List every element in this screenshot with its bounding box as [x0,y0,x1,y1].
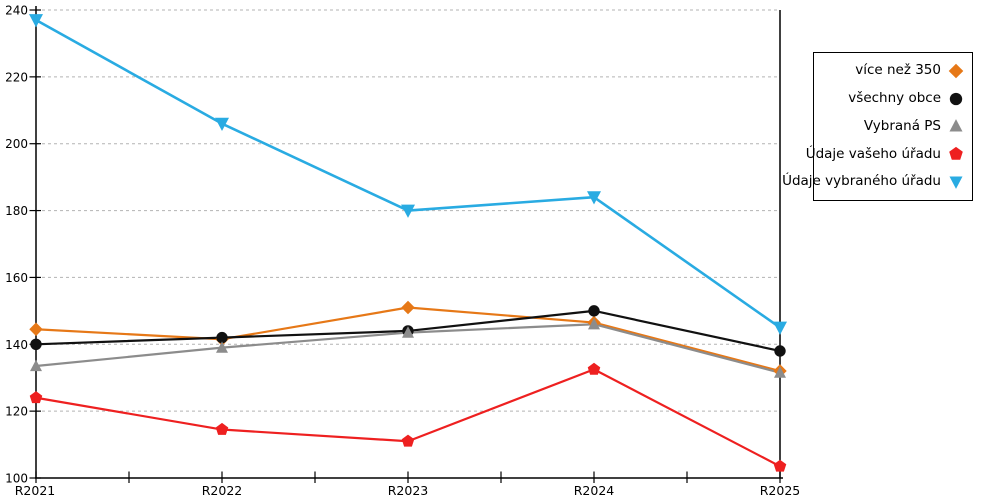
x-tick-label: R2022 [202,483,243,498]
y-tick-label: 100 [5,472,28,486]
x-tick-label: R2025 [760,483,801,498]
x-tick-label: R2024 [574,483,615,498]
pentagon-marker-icon [949,147,963,161]
legend-label: všechny obce [848,89,941,106]
triangle-up-marker-icon [949,119,963,133]
series-line [34,18,782,329]
pentagon-marker-icon [587,362,601,375]
legend-label: více než 350 [855,62,941,79]
series-markers [29,300,787,378]
circle-marker-icon [30,338,42,350]
triangle-up-marker-icon [774,366,786,378]
triangle-down-marker-icon [29,14,43,28]
triangle-down-marker-icon [949,176,963,189]
triangle-up-marker-icon [30,359,42,372]
y-tick-label: 200 [5,137,28,151]
x-tick-label: R2023 [388,483,429,498]
y-tick-label: 160 [5,271,28,285]
pentagon-marker-icon [29,391,43,404]
triangle-up-marker-icon [588,317,600,330]
circle-marker-icon [949,92,963,105]
triangle-up-marker-icon [949,119,963,133]
circle-marker-icon [216,331,228,344]
diamond-marker-icon [29,322,43,336]
legend-item: Údaje vašeho úřadu [806,141,972,167]
legend-item: více než 350 [814,58,972,84]
pentagon-marker-icon [773,459,787,472]
legend-item: Údaje vybraného úřadu [782,169,972,195]
series-markers [29,14,787,335]
y-tick-label: 140 [5,338,28,352]
series-markers [29,362,787,472]
y-tick-label: 240 [5,4,28,18]
legend-item: Vybraná PS [814,113,972,139]
legend-label: Vybraná PS [863,117,941,134]
y-tick-label: 220 [5,70,28,84]
pentagon-marker-icon [215,422,229,435]
diamond-marker-icon [948,63,964,79]
legend-item: všechny obce [814,86,972,112]
triangle-down-marker-icon [773,321,787,335]
triangle-up-marker-icon [216,341,228,353]
chart-legend: více než 350 všechny obce Vybraná PS Úda… [782,52,973,201]
legend-label: Údaje vybraného úřadu [782,173,941,190]
triangle-up-marker-icon [402,326,414,338]
triangle-down-marker-icon [587,191,601,205]
triangle-down-marker-icon [949,176,963,189]
pentagon-marker-icon [949,147,963,161]
circle-marker-icon [949,92,963,105]
diamond-marker-icon [401,300,415,315]
y-tick-label: 180 [5,204,28,218]
circle-marker-icon [774,345,786,357]
pentagon-marker-icon [401,434,415,447]
series-line [34,368,782,468]
x-tick-label: R2021 [15,483,56,498]
legend-label: Údaje vašeho úřadu [805,145,941,162]
triangle-down-marker-icon [401,204,415,218]
series-markers [30,317,786,378]
diamond-marker-icon [948,63,964,79]
triangle-down-marker-icon [215,117,229,132]
circle-marker-icon [588,305,600,317]
y-tick-label: 120 [5,405,28,419]
